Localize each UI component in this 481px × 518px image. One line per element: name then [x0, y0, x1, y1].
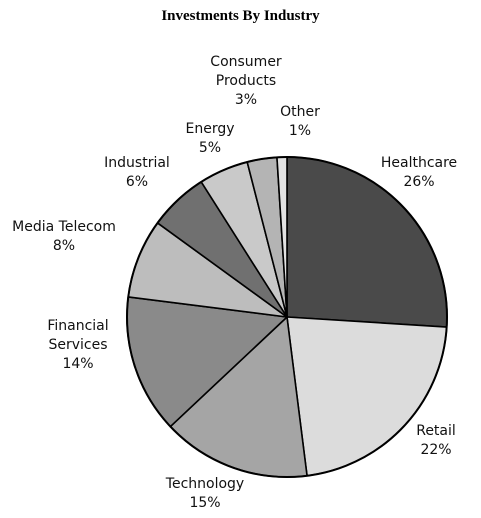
slice-value-label: 6% — [126, 174, 148, 190]
slice-label-technology: Technology 15% — [165, 476, 244, 511]
slice-label-healthcare: Healthcare 26% — [381, 155, 457, 190]
slice-value-label: 26% — [403, 174, 434, 190]
slice-label-other: Other 1% — [280, 104, 320, 139]
slice-value-label: 3% — [235, 92, 257, 108]
slice-name-label: Services — [48, 337, 107, 353]
slice-name-label: Consumer — [210, 54, 282, 70]
slice-name-label: Other — [280, 104, 320, 120]
slice-label-retail: Retail 22% — [416, 423, 456, 458]
slice-label-consumer-products: Consumer Products 3% — [210, 54, 282, 108]
slice-name-label: Industrial — [104, 155, 170, 171]
slice-value-label: 8% — [53, 238, 75, 254]
slice-value-label: 5% — [199, 140, 221, 156]
slice-name-label: Healthcare — [381, 155, 457, 171]
slice-value-label: 15% — [189, 495, 220, 511]
slice-name-label: Financial — [47, 318, 108, 334]
slice-label-energy: Energy 5% — [185, 121, 234, 156]
slice-name-label: Energy — [185, 121, 234, 137]
slice-label-industrial: Industrial 6% — [104, 155, 170, 190]
slice-label-media-telecom: Media Telecom 8% — [12, 219, 116, 254]
slice-name-label: Products — [216, 73, 276, 89]
pie-outline — [126, 156, 448, 478]
slice-name-label: Retail — [416, 423, 456, 439]
slice-value-label: 1% — [289, 123, 311, 139]
slice-name-label: Technology — [165, 476, 244, 492]
chart-title: Investments By Industry — [161, 8, 320, 24]
slice-label-financial-services: Financial Services 14% — [47, 318, 108, 372]
slice-name-label: Media Telecom — [12, 219, 116, 235]
slice-value-label: 22% — [420, 442, 451, 458]
slice-value-label: 14% — [62, 356, 93, 372]
